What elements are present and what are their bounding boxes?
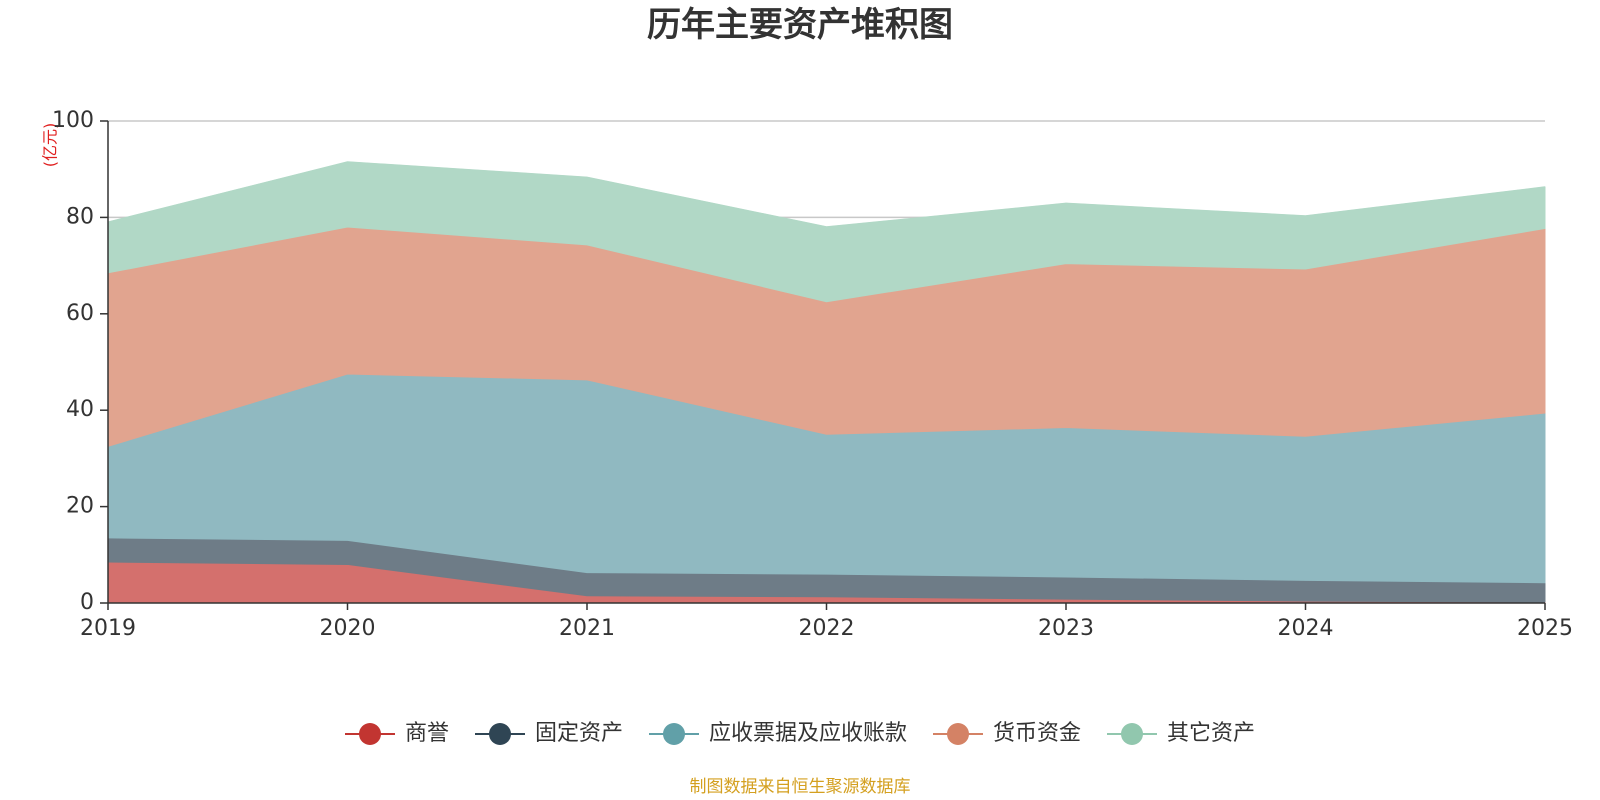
x-tick-label-2025: 2025 — [1517, 616, 1573, 641]
x-tick-label-2024: 2024 — [1278, 616, 1334, 641]
area-series-group — [107, 161, 1546, 604]
legend-label-1: 固定资产 — [535, 721, 623, 746]
legend-item-4[interactable]: 其它资产 — [1107, 721, 1255, 746]
x-tick-label-2022: 2022 — [799, 616, 855, 641]
source-note: 制图数据来自恒生聚源数据库 — [690, 777, 911, 797]
y-tick-label-60: 60 — [66, 301, 94, 326]
x-tick-label-2023: 2023 — [1038, 616, 1094, 641]
legend-marker-2 — [663, 723, 685, 745]
legend-marker-4 — [1121, 723, 1143, 745]
legend-marker-3 — [947, 723, 969, 745]
chart-title: 历年主要资产堆积图 — [647, 5, 953, 45]
y-tick-label-20: 20 — [66, 494, 94, 519]
legend-marker-1 — [489, 723, 511, 745]
legend-item-0[interactable]: 商誉 — [345, 721, 449, 746]
legend-marker-0 — [359, 723, 381, 745]
axes: 0 20 40 60 80 100 2019 2020 2021 2022 2023 2024 2025 — [52, 108, 1573, 641]
area-edge-4 — [107, 161, 1546, 228]
legend-item-2[interactable]: 应收票据及应收账款 — [649, 721, 907, 746]
legend-label-0: 商誉 — [405, 721, 449, 746]
y-axis-unit: (亿元) — [41, 123, 60, 168]
y-tick-label-100: 100 — [52, 108, 94, 133]
x-tick-label-2020: 2020 — [320, 616, 376, 641]
y-tick-label-40: 40 — [66, 397, 94, 422]
legend-label-2: 应收票据及应收账款 — [709, 721, 907, 746]
legend[interactable]: 商誉 固定资产 应收票据及应收账款 货币资金 其它资产 — [345, 721, 1255, 746]
legend-label-3: 货币资金 — [993, 721, 1081, 746]
y-tick-label-0: 0 — [80, 590, 94, 615]
x-tick-label-2019: 2019 — [80, 616, 136, 641]
x-tick-label-2021: 2021 — [559, 616, 615, 641]
legend-item-3[interactable]: 货币资金 — [933, 721, 1081, 746]
legend-item-1[interactable]: 固定资产 — [475, 721, 623, 746]
y-tick-label-80: 80 — [66, 204, 94, 229]
legend-label-4: 其它资产 — [1167, 721, 1255, 746]
